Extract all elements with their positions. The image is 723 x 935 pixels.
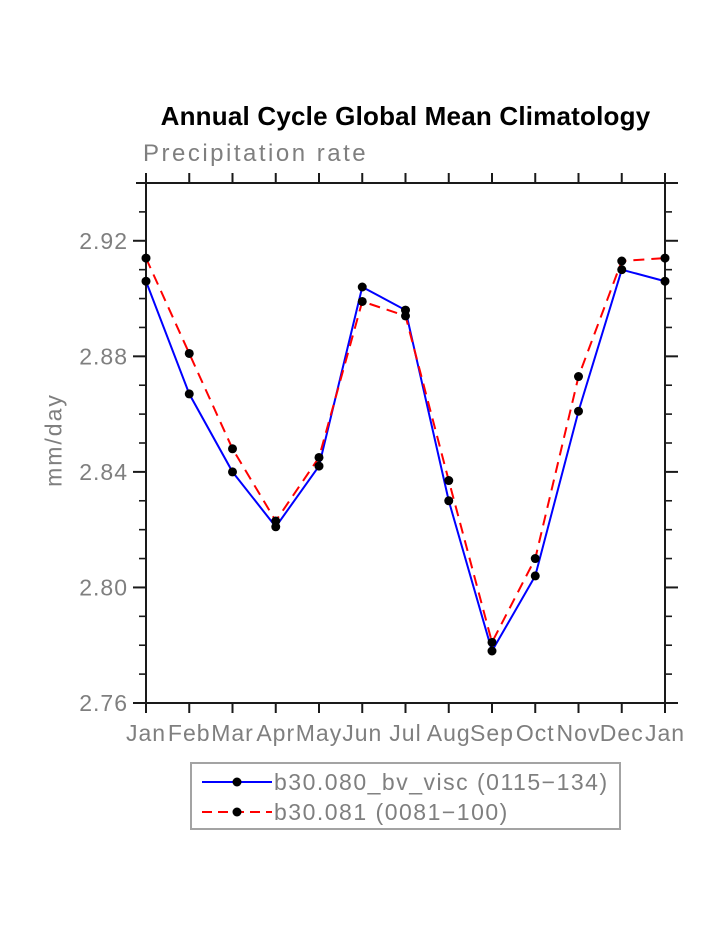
x-tick-label-Jan-0: Jan: [126, 720, 166, 746]
data-point: [617, 256, 627, 266]
y-tick-label-2.92: 2.92: [79, 228, 128, 254]
data-point: [660, 276, 670, 286]
series-markers: [141, 253, 670, 647]
data-point: [487, 646, 497, 656]
data-point: [228, 467, 237, 477]
chart-title: Annual Cycle Global Mean Climatology: [160, 101, 651, 131]
data-point: [617, 265, 627, 275]
legend-entry-b30-080: b30.080_bv_visc (0115−134): [200, 767, 609, 797]
data-point: [228, 444, 237, 454]
x-tick-label-Mar-2: Mar: [211, 720, 254, 746]
series-b30.080_bv_visc: [145, 268, 666, 654]
data-point: [184, 348, 194, 358]
legend-marker-dot: [232, 807, 242, 817]
x-tick-label-Jan-12: Jan: [645, 720, 685, 746]
data-point: [314, 452, 324, 462]
y-tick-label-2.76: 2.76: [79, 690, 128, 716]
data-point: [444, 496, 454, 506]
data-point: [357, 296, 367, 306]
legend-box: b30.080_bv_visc (0115−134) b30.081 (0081…: [190, 762, 621, 830]
data-point: [271, 516, 281, 526]
x-tick-label-Aug-7: Aug: [427, 720, 471, 746]
legend-entry-b30-081: b30.081 (0081−100): [200, 797, 509, 827]
series-line: [145, 268, 666, 654]
data-point: [574, 406, 583, 416]
x-tick-label-Feb-1: Feb: [168, 720, 211, 746]
x-tick-label-Sep-8: Sep: [470, 720, 514, 746]
data-point: [314, 461, 324, 471]
legend-label: b30.080_bv_visc (0115−134): [274, 768, 609, 795]
x-tick-label-Apr-3: Apr: [256, 720, 295, 746]
data-point: [530, 554, 540, 564]
data-point: [401, 311, 410, 321]
series-markers: [141, 265, 670, 656]
data-point: [141, 253, 151, 263]
x-axis-ticks: [145, 173, 666, 713]
legend-sample-solid-line: [202, 777, 272, 787]
data-point: [487, 637, 497, 647]
data-point: [184, 389, 194, 399]
x-tick-label-Jul-6: Jul: [389, 720, 421, 746]
x-axis-labels: Jan Feb Mar Apr May Jun Jul Aug Sep Oct Nov Dec Jan: [126, 720, 685, 746]
y-tick-label-2.88: 2.88: [79, 343, 128, 369]
legend-sample-dashed-line: [202, 807, 272, 817]
data-point: [141, 276, 151, 286]
data-point: [660, 253, 670, 263]
y-axis-ticks: [133, 211, 678, 704]
x-tick-label-Jun-5: Jun: [342, 720, 382, 746]
data-point: [444, 476, 454, 486]
y-tick-label-2.84: 2.84: [79, 459, 128, 485]
y-axis-labels: 2.76 2.80 2.84 2.88 2.92: [79, 228, 128, 716]
data-point: [574, 372, 583, 382]
y-tick-label-2.80: 2.80: [79, 574, 128, 600]
x-tick-label-Dec-11: Dec: [600, 720, 644, 746]
data-point: [357, 282, 367, 292]
legend-marker-dot: [232, 777, 242, 787]
data-point: [530, 571, 540, 581]
x-tick-label-Oct-9: Oct: [516, 720, 555, 746]
x-tick-label-Nov-10: Nov: [557, 720, 601, 746]
x-tick-label-May-4: May: [296, 720, 342, 746]
chart-subtitle: Precipitation rate: [143, 140, 369, 167]
legend-label: b30.081 (0081−100): [274, 798, 509, 825]
